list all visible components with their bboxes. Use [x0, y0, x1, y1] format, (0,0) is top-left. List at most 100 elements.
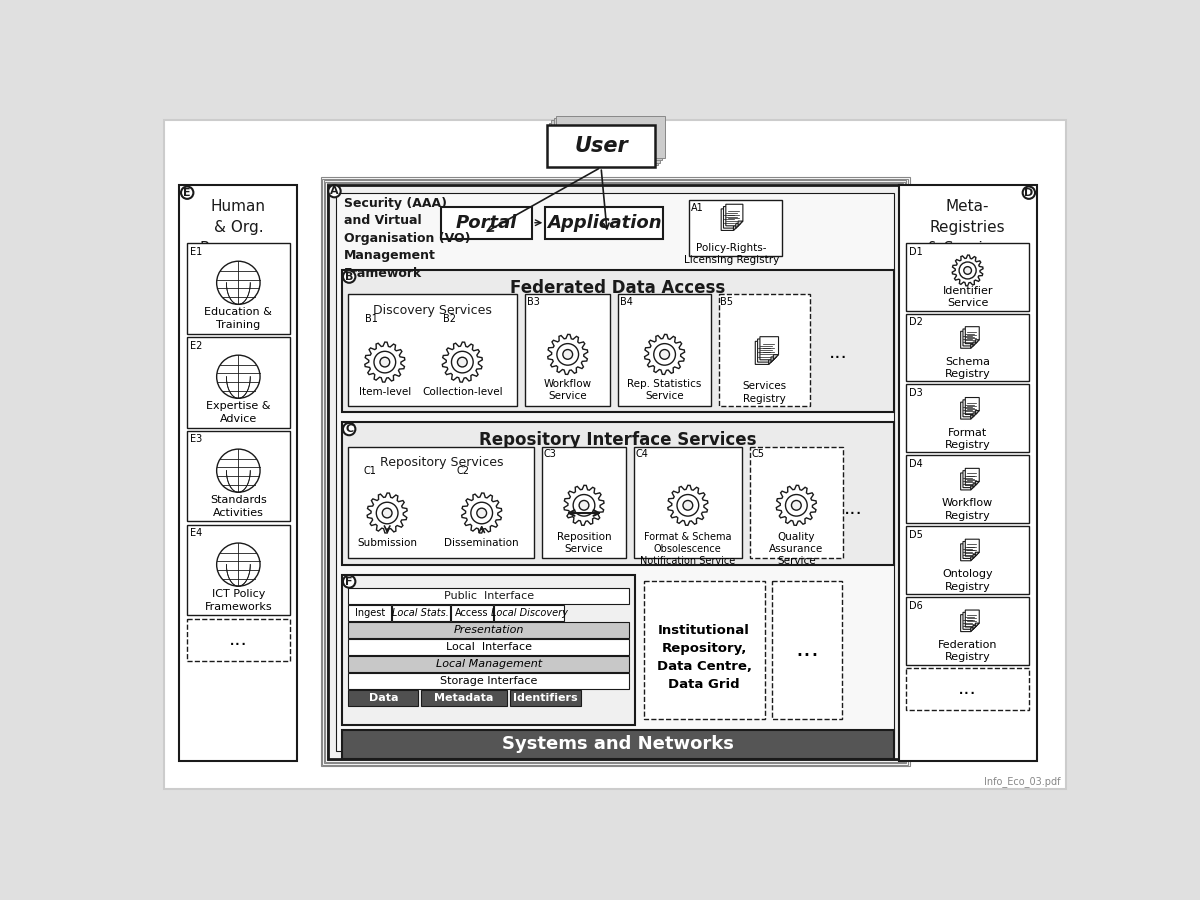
Text: Storage Interface: Storage Interface	[440, 676, 538, 686]
Polygon shape	[965, 468, 979, 485]
Polygon shape	[644, 335, 685, 374]
Text: Access: Access	[455, 608, 488, 618]
Polygon shape	[961, 331, 974, 348]
Bar	[342, 730, 894, 759]
Text: B5: B5	[720, 297, 733, 307]
Circle shape	[959, 262, 976, 279]
Polygon shape	[736, 223, 740, 228]
Circle shape	[1022, 186, 1036, 199]
Polygon shape	[367, 493, 407, 533]
Circle shape	[181, 186, 193, 199]
Polygon shape	[971, 486, 974, 490]
Polygon shape	[773, 355, 779, 360]
Text: A1: A1	[691, 202, 703, 212]
Polygon shape	[738, 221, 743, 226]
Bar	[553, 118, 662, 160]
Text: Meta-
Registries
& Services: Meta- Registries & Services	[926, 199, 1008, 256]
Bar	[773, 580, 842, 718]
Text: Systems and Networks: Systems and Networks	[502, 735, 734, 753]
Polygon shape	[365, 342, 404, 382]
Text: Local Discovery: Local Discovery	[491, 608, 568, 618]
Polygon shape	[965, 610, 979, 627]
Bar	[906, 455, 1028, 523]
Polygon shape	[668, 485, 708, 526]
Polygon shape	[962, 612, 977, 629]
Bar	[187, 430, 289, 521]
Polygon shape	[547, 335, 588, 374]
Text: Services
Registry: Services Registry	[743, 382, 787, 404]
Bar	[547, 125, 655, 167]
Circle shape	[451, 351, 473, 373]
Polygon shape	[462, 493, 502, 533]
Bar	[545, 207, 664, 238]
Polygon shape	[770, 357, 776, 362]
Polygon shape	[760, 337, 779, 360]
Bar	[618, 294, 712, 406]
Text: Workflow
Service: Workflow Service	[544, 379, 592, 401]
Polygon shape	[564, 485, 604, 526]
Text: Expertise &
Advice: Expertise & Advice	[206, 401, 271, 424]
Text: Portal: Portal	[456, 213, 517, 231]
Text: B: B	[344, 272, 353, 282]
Polygon shape	[971, 557, 974, 561]
Bar	[187, 243, 289, 334]
Polygon shape	[976, 623, 979, 627]
Circle shape	[683, 500, 692, 510]
Bar	[719, 294, 810, 406]
Polygon shape	[973, 483, 977, 488]
Circle shape	[217, 449, 260, 492]
Bar	[906, 668, 1028, 710]
Bar	[187, 618, 289, 661]
Bar	[342, 422, 894, 564]
Polygon shape	[776, 485, 816, 526]
Polygon shape	[965, 327, 979, 344]
Polygon shape	[973, 626, 977, 629]
Bar	[510, 690, 581, 706]
Bar	[342, 270, 894, 412]
Bar	[348, 690, 418, 706]
Text: Rep. Statistics
Service: Rep. Statistics Service	[628, 379, 702, 401]
Bar	[187, 337, 289, 428]
Circle shape	[380, 357, 390, 367]
Text: Application: Application	[547, 213, 661, 231]
Text: Info_Eco_03.pdf: Info_Eco_03.pdf	[984, 776, 1061, 788]
Polygon shape	[971, 627, 974, 632]
Polygon shape	[973, 554, 977, 558]
Polygon shape	[962, 400, 977, 417]
Bar	[550, 122, 658, 165]
Polygon shape	[961, 615, 974, 632]
Polygon shape	[953, 255, 983, 286]
Text: Metadata: Metadata	[434, 693, 493, 703]
Bar	[348, 589, 629, 604]
Text: B1: B1	[366, 313, 378, 324]
Text: Ingest: Ingest	[354, 608, 385, 618]
Text: Policy-Rights-
Licensing Registry: Policy-Rights- Licensing Registry	[684, 243, 779, 266]
Polygon shape	[965, 398, 979, 415]
Text: C2: C2	[457, 466, 470, 476]
Bar	[526, 294, 611, 406]
Text: Security (AAA)
and Virtual
Organisation (VO)
Management
Framework: Security (AAA) and Virtual Organisation …	[343, 196, 470, 280]
Bar	[542, 446, 626, 558]
Bar	[180, 185, 298, 761]
Bar	[348, 673, 629, 689]
Bar	[326, 184, 904, 760]
Text: C1: C1	[364, 466, 377, 476]
Text: Schema
Registry: Schema Registry	[944, 356, 990, 379]
Text: Local  Interface: Local Interface	[445, 642, 532, 652]
Bar	[187, 525, 289, 616]
Polygon shape	[976, 553, 979, 556]
Circle shape	[792, 500, 802, 510]
Text: D: D	[1025, 188, 1033, 198]
Circle shape	[660, 349, 670, 359]
Circle shape	[677, 494, 698, 516]
Text: Institutional
Repository,
Data Centre,
Data Grid: Institutional Repository, Data Centre, D…	[656, 624, 751, 690]
Bar	[325, 182, 905, 761]
Text: C4: C4	[635, 449, 648, 459]
Text: D4: D4	[910, 459, 923, 469]
Text: Item-level: Item-level	[359, 387, 410, 397]
Text: ...: ...	[829, 343, 847, 362]
Bar	[348, 656, 629, 671]
Polygon shape	[965, 539, 979, 556]
Text: E1: E1	[191, 247, 203, 256]
Bar	[324, 180, 906, 763]
